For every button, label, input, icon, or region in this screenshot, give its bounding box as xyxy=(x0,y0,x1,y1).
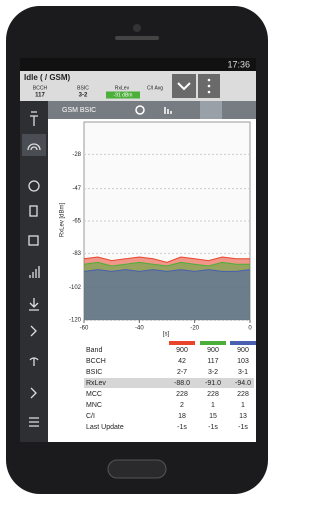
cell: 228 xyxy=(207,391,219,398)
x-tick-label: -20 xyxy=(190,326,199,332)
y-tick-label: -28 xyxy=(72,152,81,158)
status-bar xyxy=(20,58,256,71)
cell: 13 xyxy=(239,413,247,420)
clock: 17:36 xyxy=(227,59,250,69)
cell: 900 xyxy=(207,347,219,354)
column-color xyxy=(169,341,195,345)
cell: 228 xyxy=(237,391,249,398)
home-button[interactable] xyxy=(108,460,166,478)
expand-button[interactable] xyxy=(172,74,196,98)
cell: 900 xyxy=(176,347,188,354)
y-tick-label: -120 xyxy=(69,318,82,324)
tab-title[interactable]: GSM BSIC xyxy=(62,107,96,114)
y-tick-label: -65 xyxy=(72,219,81,225)
y-axis-label: RxLev [dBm] xyxy=(60,203,66,238)
cell: -1s xyxy=(177,424,187,431)
cell: -1s xyxy=(238,424,248,431)
row-label: BSIC xyxy=(86,369,102,376)
active-tab[interactable] xyxy=(22,134,46,156)
cell: 42 xyxy=(178,358,186,365)
graph-tab[interactable] xyxy=(200,101,222,119)
cell: 228 xyxy=(176,391,188,398)
cell: 900 xyxy=(237,347,249,354)
cell: 1 xyxy=(211,402,215,409)
cell: 3-2 xyxy=(208,369,218,376)
series-area xyxy=(84,270,250,320)
row-label: Last Update xyxy=(86,424,124,431)
x-axis-label: [s] xyxy=(163,332,170,338)
phone: 17:36 Idle ( / GSM) BCCH BSIC RxLev C/I … xyxy=(0,0,274,500)
row-highlight xyxy=(84,378,254,388)
cell: -91.0 xyxy=(205,380,221,387)
y-tick-label: -47 xyxy=(72,186,81,192)
row-label: BCCH xyxy=(86,358,106,365)
cell: -94.0 xyxy=(235,380,251,387)
cell: 3-1 xyxy=(238,369,248,376)
row-label: Band xyxy=(86,347,102,354)
value: 117 xyxy=(35,93,45,99)
column-color xyxy=(200,341,226,345)
table-area xyxy=(48,339,256,442)
cell: 15 xyxy=(209,413,217,420)
x-tick-label: -60 xyxy=(80,326,89,332)
row-label: C/I xyxy=(86,413,95,420)
label: BCCH xyxy=(33,85,48,91)
column-color xyxy=(230,341,256,345)
row-label: MNC xyxy=(86,402,102,409)
cell: 2-7 xyxy=(177,369,187,376)
row-label: MCC xyxy=(86,391,102,398)
camera xyxy=(133,24,141,32)
label: C/I Avg xyxy=(147,85,163,91)
cell: 18 xyxy=(178,413,186,420)
cell: 1 xyxy=(241,402,245,409)
value: 3-2 xyxy=(79,93,88,99)
cell: -88.0 xyxy=(174,380,190,387)
cell: 2 xyxy=(180,402,184,409)
y-tick-label: -102 xyxy=(69,285,82,291)
speaker xyxy=(115,36,159,40)
y-tick-label: -83 xyxy=(72,251,81,257)
value: -91 dBm xyxy=(114,92,133,98)
cell: -1s xyxy=(208,424,218,431)
cell: 103 xyxy=(237,358,249,365)
menu-icon xyxy=(208,79,211,94)
label: BSIC xyxy=(77,85,89,91)
x-tick-label: -40 xyxy=(135,326,144,332)
row-label: RxLev xyxy=(86,380,106,387)
header-title: Idle ( / GSM) xyxy=(24,73,71,82)
cell: 117 xyxy=(207,358,218,365)
label: RxLev xyxy=(115,85,130,91)
